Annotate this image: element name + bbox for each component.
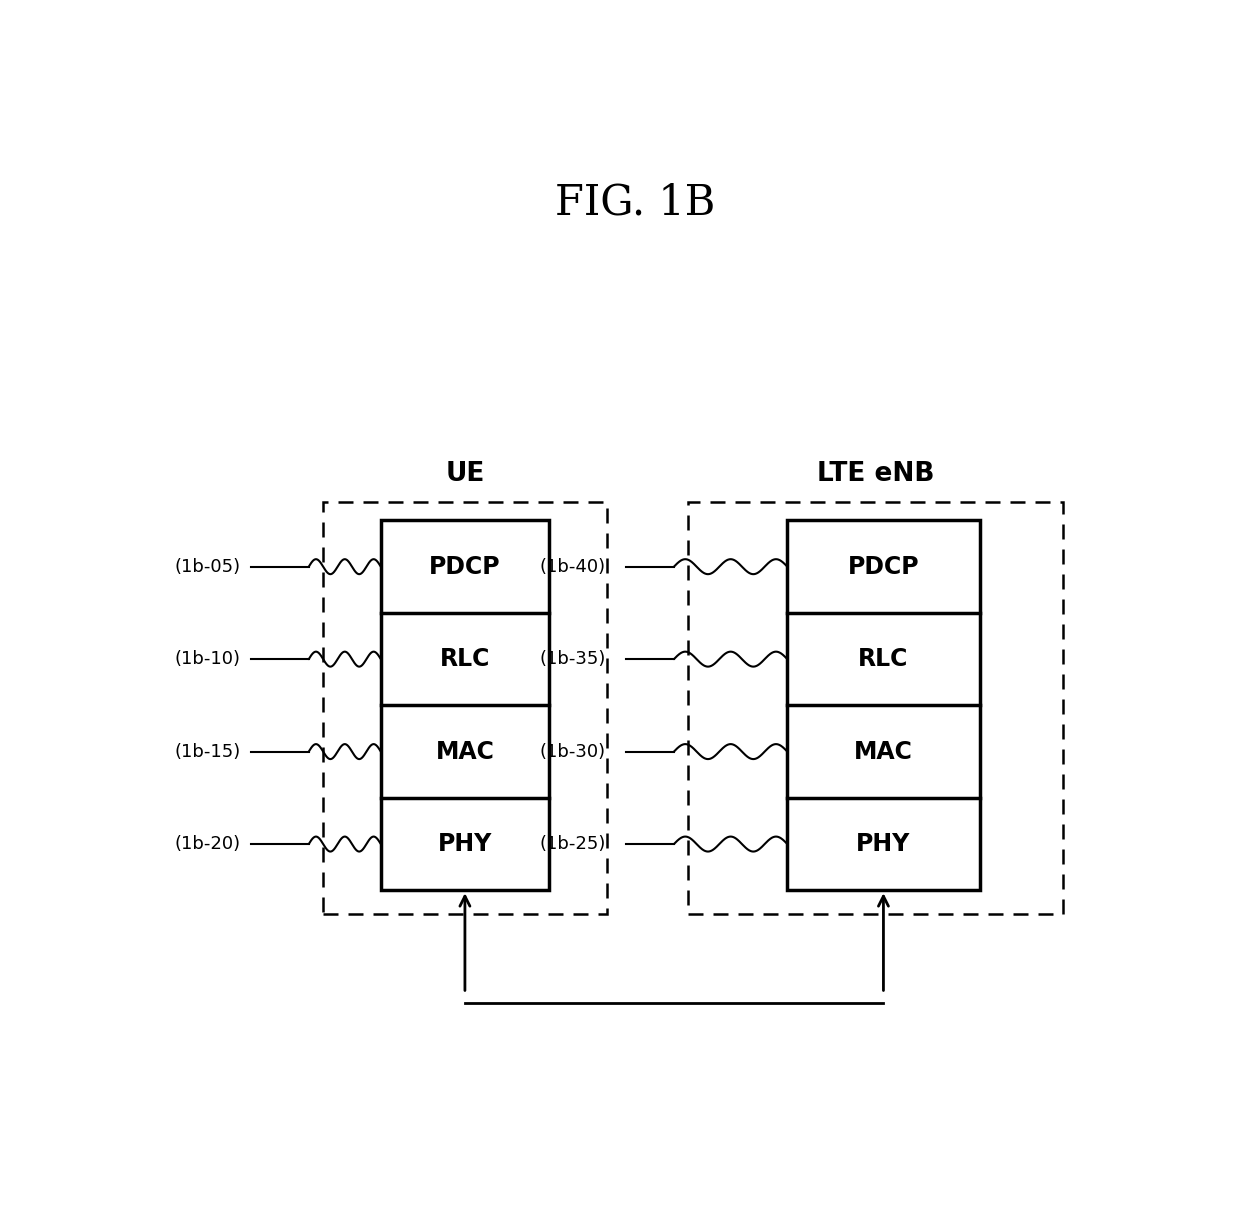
Text: UE: UE xyxy=(445,461,485,486)
Text: (1b-10): (1b-10) xyxy=(174,651,241,668)
Bar xyxy=(787,520,980,890)
Text: (1b-40): (1b-40) xyxy=(539,558,605,575)
Bar xyxy=(324,502,606,913)
Text: LTE eNB: LTE eNB xyxy=(817,461,935,486)
Text: MAC: MAC xyxy=(854,739,913,764)
Text: PHY: PHY xyxy=(857,832,910,856)
Text: RLC: RLC xyxy=(858,647,909,671)
Text: PDCP: PDCP xyxy=(429,554,501,579)
Text: MAC: MAC xyxy=(435,739,495,764)
Bar xyxy=(381,520,549,890)
Text: (1b-30): (1b-30) xyxy=(539,743,605,760)
Text: RLC: RLC xyxy=(440,647,490,671)
Text: (1b-15): (1b-15) xyxy=(174,743,241,760)
Text: (1b-25): (1b-25) xyxy=(539,835,606,854)
Text: (1b-35): (1b-35) xyxy=(539,651,606,668)
Bar xyxy=(688,502,1063,913)
Text: PHY: PHY xyxy=(438,832,492,856)
Text: (1b-05): (1b-05) xyxy=(174,558,241,575)
Text: FIG. 1B: FIG. 1B xyxy=(556,181,715,223)
Text: (1b-20): (1b-20) xyxy=(174,835,241,854)
Text: PDCP: PDCP xyxy=(848,554,919,579)
